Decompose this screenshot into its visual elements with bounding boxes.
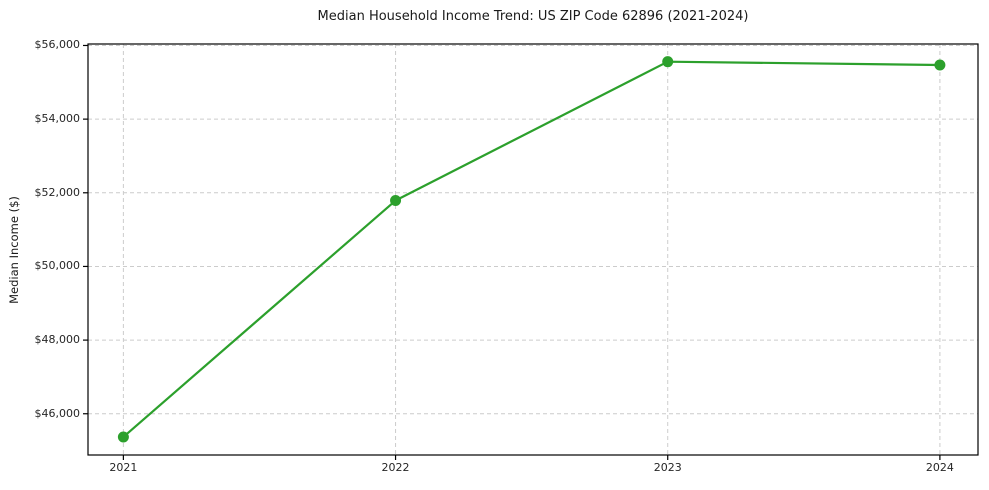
chart-title: Median Household Income Trend: US ZIP Co…	[317, 9, 749, 24]
x-tick-label: 2021	[109, 461, 138, 474]
data-point-marker	[934, 59, 946, 71]
y-tick-label: $50,000	[34, 259, 81, 273]
data-point-marker	[662, 56, 674, 68]
y-tick-label: $54,000	[34, 112, 81, 126]
series-line	[122, 60, 941, 439]
y-tick-label: $56,000	[34, 38, 81, 52]
x-tick-label: 2023	[653, 461, 682, 474]
plot-frame	[87, 43, 979, 456]
x-tick-label: 2022	[381, 461, 410, 474]
y-tick-label: $48,000	[34, 333, 81, 347]
y-tick-label: $52,000	[34, 185, 81, 199]
data-point-marker	[390, 195, 402, 207]
data-point-marker	[117, 431, 129, 443]
x-tick-label: 2024	[925, 461, 954, 474]
y-tick-label: $46,000	[34, 406, 81, 420]
